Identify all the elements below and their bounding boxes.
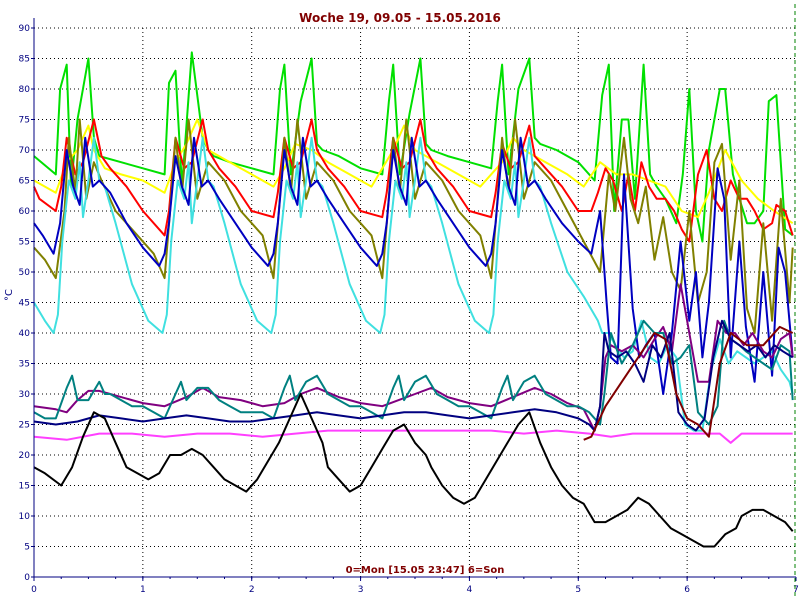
y-tick-label: 90	[19, 24, 31, 34]
y-tick-label: 50	[19, 268, 31, 278]
y-tick-label: 15	[19, 482, 30, 492]
chart-footer: 0=Mon [15.05 23:47] 6=Son	[346, 565, 505, 576]
y-tick-label: 55	[19, 238, 30, 248]
y-tick-label: 75	[19, 116, 30, 126]
x-tick-label: 5	[575, 585, 581, 595]
x-tick-label: 2	[249, 585, 255, 595]
x-tick-label: 1	[140, 585, 146, 595]
y-tick-label: 5	[24, 543, 30, 553]
series-group	[33, 51, 794, 548]
series-line-6	[33, 136, 794, 395]
y-tick-label: 70	[19, 146, 31, 156]
y-tick-label: 10	[19, 512, 31, 522]
series-line-9	[33, 319, 794, 432]
x-tick-label: 3	[358, 585, 364, 595]
series-line-4	[33, 118, 794, 334]
y-tick-label: 85	[19, 55, 30, 65]
series-line-11	[583, 325, 794, 441]
x-tick-label: 0	[31, 585, 37, 595]
x-tick-label: 7	[793, 585, 799, 595]
series-line-1	[33, 51, 794, 243]
y-tick-label: 60	[19, 207, 31, 217]
y-tick-label: 80	[19, 85, 31, 95]
y-tick-label: 20	[19, 451, 31, 461]
series-line-10	[33, 429, 793, 444]
y-tick-label: 35	[19, 360, 30, 370]
y-tick-label: 45	[19, 299, 30, 309]
series-line-3	[33, 118, 794, 243]
y-tick-label: 0	[24, 573, 30, 583]
y-axis-label: °C	[4, 289, 15, 301]
x-tick-label: 4	[467, 585, 473, 595]
series-line-2	[33, 118, 794, 225]
y-tick-label: 25	[19, 421, 30, 431]
x-tick-label: 6	[684, 585, 690, 595]
y-tick-label: 30	[19, 390, 31, 400]
series-line-8	[33, 319, 794, 426]
y-tick-label: 65	[19, 177, 30, 187]
series-line-12	[33, 393, 794, 548]
chart-title: Woche 19, 09.05 - 15.05.2016	[299, 11, 501, 25]
y-tick-label: 40	[19, 329, 31, 339]
